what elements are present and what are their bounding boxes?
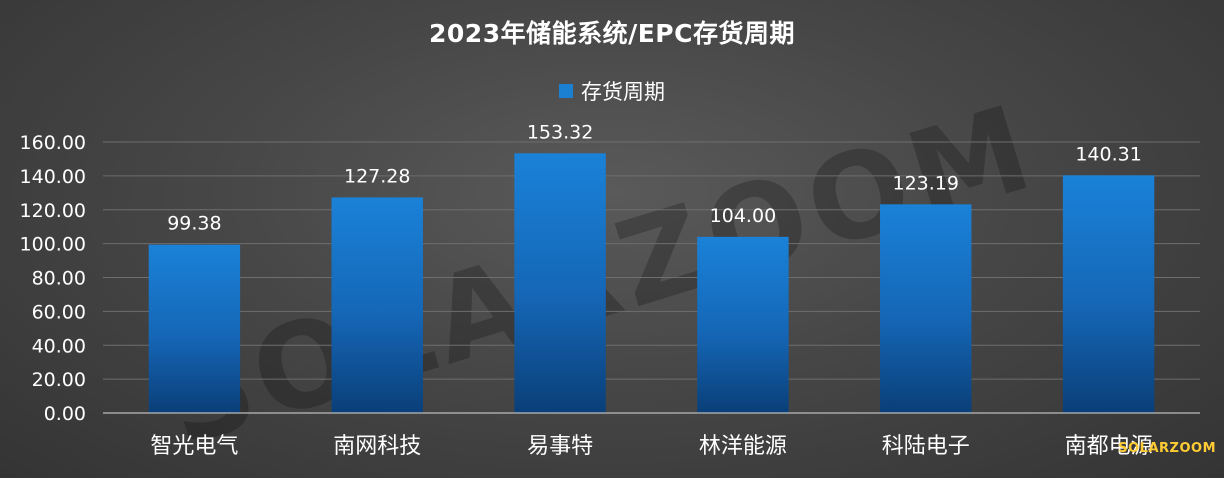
legend-label: 存货周期 xyxy=(581,80,665,104)
data-label: 104.00 xyxy=(710,205,776,227)
bar xyxy=(331,197,423,413)
data-label: 123.19 xyxy=(893,172,959,194)
data-label: 127.28 xyxy=(344,165,410,187)
y-tick-label: 80.00 xyxy=(32,268,86,290)
y-tick-label: 40.00 xyxy=(32,335,86,357)
legend: 存货周期 xyxy=(0,76,1224,106)
bar xyxy=(880,204,972,413)
x-tick-label: 南都电源 xyxy=(1065,434,1153,459)
y-tick-label: 0.00 xyxy=(44,403,86,425)
y-tick-label: 160.00 xyxy=(20,132,86,154)
legend-swatch xyxy=(559,84,573,98)
bar xyxy=(697,236,789,413)
x-tick-label: 科陆电子 xyxy=(882,434,970,459)
x-tick-label: 易事特 xyxy=(527,434,593,459)
data-label: 99.38 xyxy=(167,213,221,235)
x-tick-label: 林洋能源 xyxy=(699,434,787,459)
bar xyxy=(1062,175,1155,413)
y-tick-label: 60.00 xyxy=(32,301,86,323)
chart-title: 2023年储能系统/EPC存货周期 xyxy=(429,19,795,48)
bar xyxy=(148,244,241,413)
bar xyxy=(514,153,606,413)
x-tick-label: 智光电气 xyxy=(150,434,238,459)
x-tick-label: 南网科技 xyxy=(333,434,421,459)
y-tick-label: 120.00 xyxy=(20,200,86,222)
y-tick-label: 20.00 xyxy=(32,369,86,391)
y-tick-label: 140.00 xyxy=(20,166,86,188)
data-label: 140.31 xyxy=(1075,143,1141,165)
y-tick-label: 100.00 xyxy=(20,234,86,256)
data-label: 153.32 xyxy=(527,121,593,143)
corner-watermark: SOLARZOOM xyxy=(1118,441,1216,456)
